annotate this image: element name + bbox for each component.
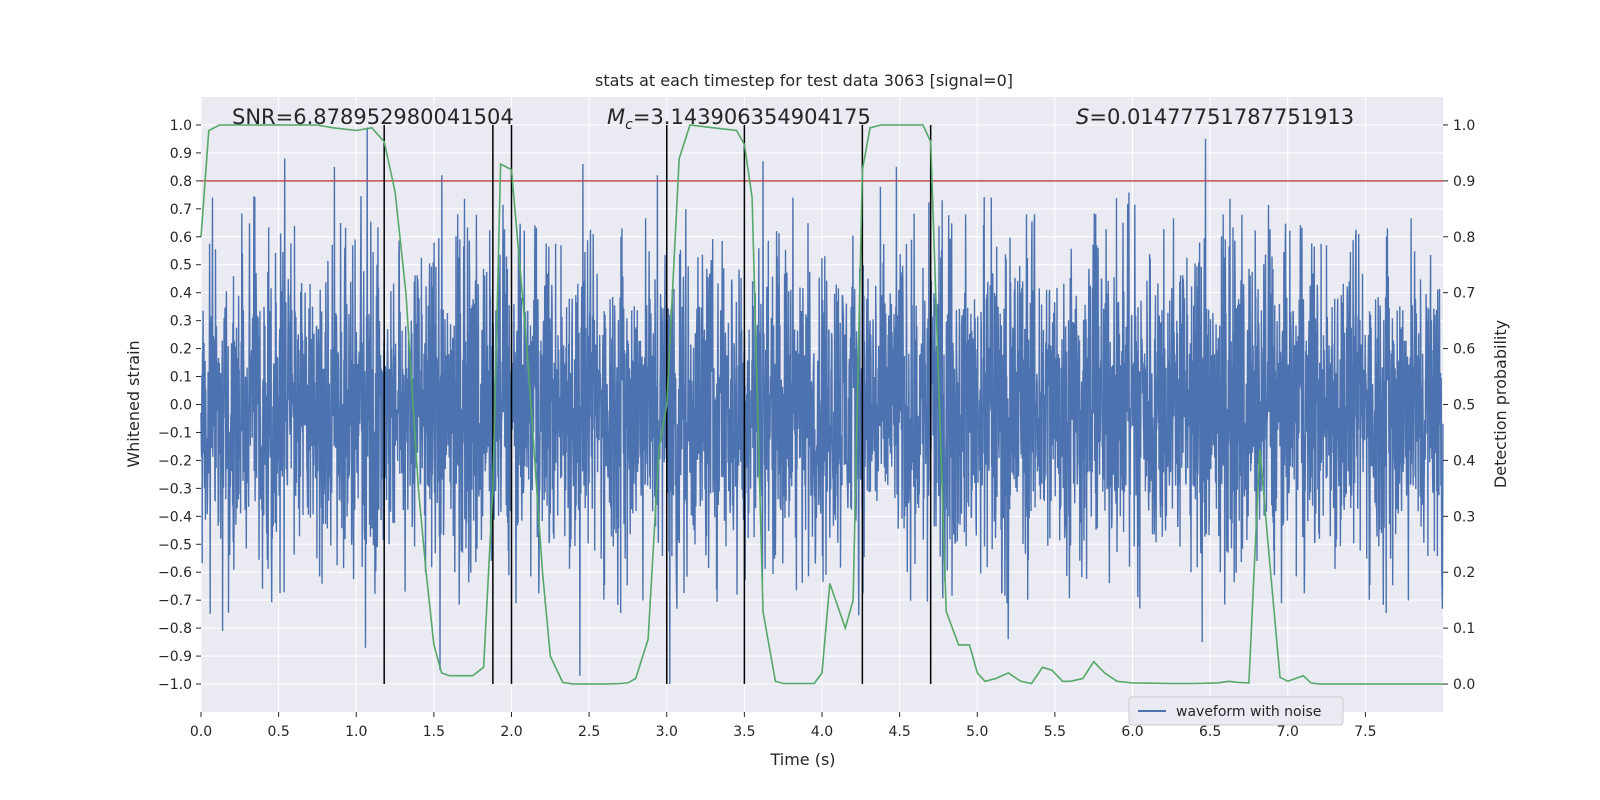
s-symbol: S	[1076, 105, 1089, 129]
x-tick-label-3: 1.5	[423, 724, 445, 740]
y-tick-label-16: 0.6	[170, 230, 192, 246]
y2-tick-label-3: 0.3	[1453, 509, 1475, 525]
x-tick-label-12: 6.0	[1121, 724, 1143, 740]
y-tick-label-18: 0.8	[170, 174, 192, 190]
y2-tick-label-5: 0.5	[1453, 398, 1475, 414]
vertical-markers	[383, 124, 932, 685]
x-tick-label-2: 1.0	[345, 724, 367, 740]
mc-subscript: c	[625, 117, 633, 133]
y-tick-label-4: −0.6	[158, 565, 192, 581]
x-tick-label-8: 4.0	[811, 724, 833, 740]
y-axis-label: Whitened strain	[124, 340, 143, 467]
snr-prefix: SNR=	[232, 105, 293, 129]
x-tick-label-1: 0.5	[267, 724, 289, 740]
y2-axis-label: Detection probability	[1491, 320, 1510, 488]
y-tick-label-11: 0.1	[170, 370, 192, 386]
x-tick-label-7: 3.5	[733, 724, 755, 740]
mc-value: 3.143906354904175	[650, 105, 870, 129]
y2-tick-label-8: 0.8	[1453, 230, 1475, 246]
y-tick-label-19: 0.9	[170, 146, 192, 162]
x-tick-label-15: 7.5	[1354, 724, 1376, 740]
chart-title: stats at each timestep for test data 306…	[595, 71, 1013, 90]
y2-tick-label-1: 0.1	[1453, 621, 1475, 637]
y-tick-label-8: −0.2	[158, 453, 192, 469]
y-tick-label-17: 0.7	[170, 202, 192, 218]
x-tick-label-14: 7.0	[1277, 724, 1299, 740]
x-tick-label-0: 0.0	[190, 724, 212, 740]
s-value: 0.01477751787751913	[1107, 105, 1354, 129]
y-tick-label-9: −0.1	[158, 425, 192, 441]
legend-entry-waveform: waveform with noise	[1176, 704, 1321, 720]
y-tick-label-14: 0.4	[170, 286, 192, 302]
y-tick-label-1: −0.9	[158, 649, 192, 665]
y-tick-label-10: 0.0	[170, 398, 192, 414]
legend-box	[1128, 696, 1344, 726]
y-tick-label-2: −0.8	[158, 621, 192, 637]
y-axis-ticks: −1.0 −0.9 −0.8 −0.7 −0.6 −0.5 −0.4 −0.3 −0.2 −0.1…	[158, 118, 201, 693]
waveform-line	[200, 127, 1444, 685]
s-eq: =	[1089, 105, 1107, 129]
y2-tick-label-9: 0.9	[1453, 174, 1475, 190]
x-tick-label-10: 5.0	[966, 724, 988, 740]
x-tick-label-9: 4.5	[888, 724, 910, 740]
x-axis-label: Time (s)	[769, 750, 835, 769]
probability-line	[200, 124, 1443, 685]
mc-annotation: Mc=3.143906354904175	[607, 105, 871, 133]
x-tick-label-6: 3.0	[656, 724, 678, 740]
probability-series	[200, 124, 1443, 685]
snr-annotation: SNR=6.878952980041504	[232, 105, 514, 129]
y-tick-label-6: −0.4	[158, 509, 192, 525]
x-tick-label-4: 2.0	[500, 724, 522, 740]
waveform-series	[200, 127, 1444, 685]
y-tick-label-12: 0.2	[170, 342, 192, 358]
x-tick-label-13: 6.5	[1199, 724, 1221, 740]
mc-eq: =	[633, 105, 651, 129]
y-tick-label-13: 0.3	[170, 314, 192, 330]
y2-tick-label-7: 0.7	[1453, 286, 1475, 302]
y2-axis-ticks: 0.0 0.1 0.2 0.3 0.4 0.5 0.6 0.7 0.8 0.9 1.0	[1443, 118, 1475, 693]
y-tick-label-3: −0.7	[158, 593, 192, 609]
y-tick-label-20: 1.0	[170, 118, 192, 134]
y-tick-label-7: −0.3	[158, 481, 192, 497]
y2-tick-label-6: 0.6	[1453, 342, 1475, 358]
y2-tick-label-4: 0.4	[1453, 453, 1475, 469]
legend: waveform with noise	[1128, 696, 1344, 726]
y2-tick-label-0: 0.0	[1453, 677, 1475, 693]
x-axis-ticks: 0.0 0.5 1.0 1.5 2.0 2.5 3.0 3.5 4.0 4.5 5.0 5.5 6.0 6…	[190, 712, 1377, 740]
y2-tick-label-10: 1.0	[1453, 118, 1475, 134]
y-tick-label-0: −1.0	[158, 677, 192, 693]
mc-symbol: M	[607, 105, 625, 129]
y-tick-label-15: 0.5	[170, 258, 192, 274]
x-tick-label-5: 2.5	[578, 724, 600, 740]
y2-tick-label-2: 0.2	[1453, 565, 1475, 581]
x-tick-label-11: 5.5	[1044, 724, 1066, 740]
y-tick-label-5: −0.5	[158, 537, 192, 553]
s-annotation: S=0.01477751787751913	[1076, 105, 1354, 129]
snr-value: 6.878952980041504	[293, 105, 513, 129]
